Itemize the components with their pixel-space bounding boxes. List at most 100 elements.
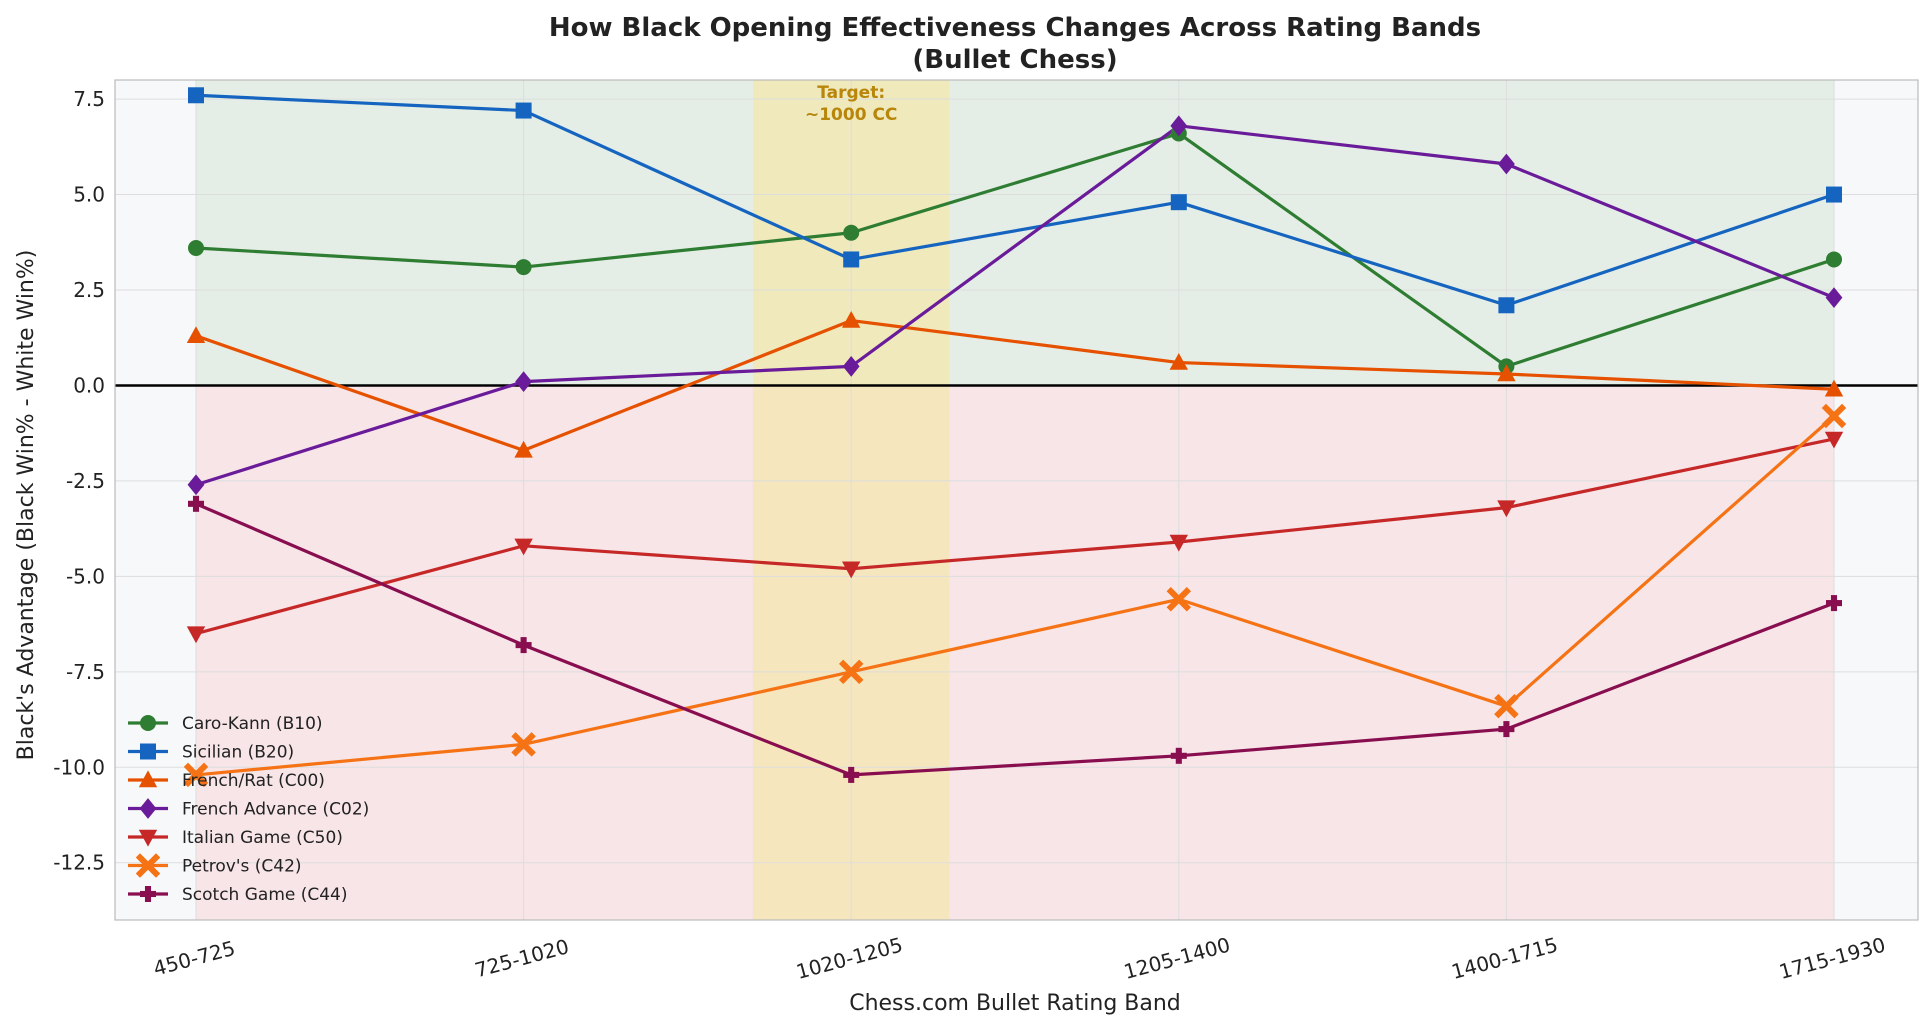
data-point-1-2 [843, 251, 860, 268]
data-point-4-1 [514, 538, 533, 556]
data-point-3-1 [515, 371, 532, 393]
data-point-5-5 [1821, 403, 1847, 429]
legend-label: Scotch Game (C44) [182, 885, 348, 905]
data-point-5-0 [183, 762, 209, 788]
legend-item-1: Sicilian (B20) [128, 743, 294, 763]
series-line-0 [195, 131, 1835, 368]
series-line-2 [195, 318, 1835, 452]
data-point-1-5 [1826, 186, 1842, 203]
x-tick-label: 1020-1205 [794, 933, 906, 984]
y-tick-label: -10.0 [53, 755, 105, 779]
data-point-3-4 [1498, 153, 1515, 175]
x-tick-label: 450-725 [151, 936, 238, 981]
chart-title: How Black Opening Effectiveness Changes … [549, 13, 1481, 43]
y-tick-label: -12.5 [53, 851, 105, 875]
x-axis-label: Chess.com Bullet Rating Band [849, 991, 1181, 1016]
data-point-4-0 [186, 626, 206, 644]
legend-marker [135, 853, 161, 878]
negative-region [196, 385, 1834, 920]
legend-label: Italian Game (C50) [182, 828, 343, 848]
y-axis-ticks: 7.5 5.0 2.5 0.0 -2.5 -5.0 -7.5 -10.0 -12.5 [53, 87, 105, 875]
data-point-6-2 [843, 766, 860, 783]
legend-marker [140, 886, 156, 902]
series-line-1 [195, 93, 1835, 307]
y-tick-label: -2.5 [66, 469, 105, 493]
series-line-5 [195, 414, 1836, 777]
legend-marker [140, 715, 156, 731]
data-point-4-3 [1169, 534, 1188, 552]
target-annotation: Target: ~1000 CC [805, 83, 897, 125]
y-tick-label: 2.5 [73, 278, 105, 302]
data-point-3-3 [1170, 115, 1188, 137]
data-point-0-1 [515, 259, 532, 276]
title-group: How Black Opening Effectiveness Changes … [549, 13, 1481, 75]
data-point-1-0 [188, 87, 204, 104]
data-point-4-4 [1497, 500, 1516, 518]
target-label-line2: ~1000 CC [805, 105, 897, 125]
data-point-3-2 [842, 355, 860, 377]
legend-label: French Advance (C02) [182, 800, 369, 820]
legend-item-2: French/Rat (C00) [128, 770, 325, 791]
data-point-3-0 [187, 474, 205, 496]
data-point-0-2 [843, 224, 860, 241]
data-point-3-5 [1825, 287, 1843, 309]
data-point-1-1 [515, 102, 532, 119]
series-lines [195, 93, 1836, 777]
legend-label: French/Rat (C00) [182, 771, 325, 791]
data-point-6-0 [188, 495, 204, 512]
y-tick-label: 5.0 [73, 183, 105, 207]
data-point-5-3 [1166, 587, 1192, 612]
data-point-6-3 [1170, 747, 1187, 764]
legend-marker [138, 829, 158, 847]
data-point-2-5 [1824, 379, 1844, 397]
legend-item-4: Italian Game (C50) [128, 828, 343, 848]
data-point-4-5 [1824, 431, 1844, 449]
data-point-2-2 [842, 310, 861, 328]
data-point-2-1 [514, 440, 533, 458]
plot-regions [196, 80, 1834, 920]
legend-item-5: Petrov's (C42) [128, 853, 302, 878]
data-point-6-5 [1826, 595, 1842, 612]
y-tick-label: -5.0 [66, 564, 105, 588]
data-point-5-1 [511, 732, 536, 757]
y-tick-label: 0.0 [73, 373, 105, 397]
positive-region [196, 80, 1834, 386]
legend-marker [140, 743, 156, 760]
series-line-3 [195, 124, 1835, 487]
x-tick-label: 725-1020 [472, 934, 571, 982]
series-line-4 [195, 437, 1835, 636]
legend-marker [139, 798, 157, 819]
target-label-line1: Target: [817, 83, 885, 103]
chart-subtitle: (Bullet Chess) [912, 45, 1117, 75]
data-point-2-4 [1497, 364, 1516, 382]
x-tick-label: 1205-1400 [1121, 933, 1233, 984]
legend-item-6: Scotch Game (C44) [128, 885, 348, 905]
plot-border [114, 79, 1919, 921]
legend-label: Petrov's (C42) [182, 857, 302, 877]
series-line-6 [195, 502, 1835, 777]
legend-item-3: French Advance (C02) [128, 798, 369, 820]
plot-frame [114, 79, 1919, 921]
data-point-0-5 [1826, 251, 1842, 268]
data-point-4-2 [842, 561, 861, 579]
y-tick-label: -7.5 [66, 660, 105, 684]
data-point-6-1 [515, 637, 532, 654]
y-axis-label: Black's Advantage (Black Win% - White Wi… [14, 250, 39, 761]
data-point-1-4 [1498, 297, 1515, 314]
legend: Caro-Kann (B10) Sicilian (B20) French/Rat … [128, 714, 369, 905]
legend-label: Sicilian (B20) [182, 743, 294, 763]
legend-item-0: Caro-Kann (B10) [128, 714, 323, 734]
legend-label: Caro-Kann (B10) [182, 714, 323, 734]
data-point-1-3 [1170, 194, 1187, 211]
data-point-5-2 [838, 659, 864, 685]
series-markers [183, 87, 1847, 788]
x-axis-ticks: 450-725 725-1020 1020-1205 1205-1400 1400-17… [151, 933, 1888, 984]
x-tick-label: 1715-1930 [1776, 933, 1888, 984]
data-point-5-4 [1494, 693, 1519, 719]
data-point-2-0 [186, 326, 206, 344]
data-point-0-0 [188, 240, 204, 256]
data-point-2-3 [1169, 352, 1188, 370]
data-point-6-4 [1498, 721, 1515, 738]
x-tick-label: 1400-1715 [1449, 933, 1561, 984]
